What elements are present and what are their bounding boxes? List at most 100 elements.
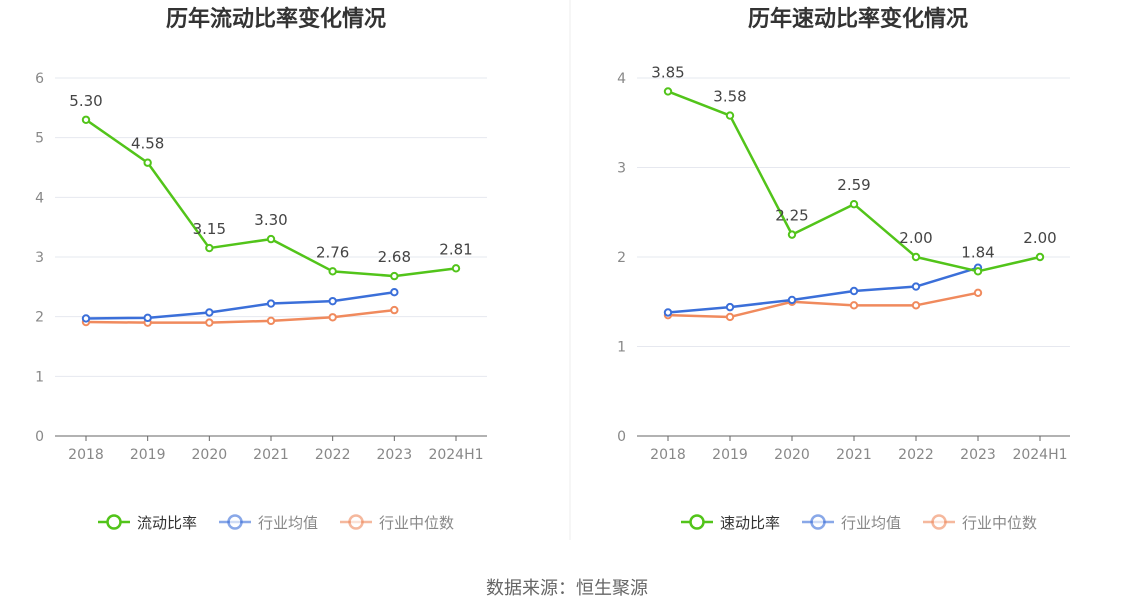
legend-marker-icon xyxy=(227,514,243,530)
legend-item: 行业均值 xyxy=(219,514,318,532)
y-tick-label: 2 xyxy=(617,250,626,266)
data-point xyxy=(849,286,859,296)
data-label: 5.30 xyxy=(69,92,102,110)
legend-label: 流动比率 xyxy=(137,514,197,532)
data-point xyxy=(787,230,797,239)
y-tick-label: 3 xyxy=(35,250,44,266)
x-tick-label: 2018 xyxy=(650,447,686,463)
data-label: 2.59 xyxy=(837,176,870,194)
legend-label: 行业中位数 xyxy=(379,514,454,532)
data-point xyxy=(328,267,337,276)
data-point xyxy=(205,318,214,327)
y-tick-label: 2 xyxy=(35,310,44,326)
data-point xyxy=(390,271,399,281)
data-label: 3.15 xyxy=(193,220,226,238)
data-label: 1.84 xyxy=(961,243,994,261)
y-tick-label: 0 xyxy=(617,429,626,445)
data-label: 2.00 xyxy=(899,229,932,247)
data-point xyxy=(205,243,214,253)
chart-1: 历年流动比率变化情况 0 1 2 3 4 5 6 2018 2019 2020 2021 2022 202… xyxy=(35,6,487,532)
data-point xyxy=(390,288,399,297)
data-point xyxy=(328,296,337,306)
y-tick-label: 1 xyxy=(617,340,626,356)
data-point xyxy=(849,301,859,310)
y-tick-label: 4 xyxy=(617,71,626,87)
legend-item: 速动比率 xyxy=(681,514,780,532)
x-tick-label: 2024H1 xyxy=(1012,447,1067,463)
legend-item: 流动比率 xyxy=(98,514,197,532)
data-point xyxy=(725,302,735,312)
data-label: 3.85 xyxy=(651,63,684,81)
legend-marker-icon xyxy=(106,514,122,530)
data-point xyxy=(1035,252,1045,262)
x-tick-label: 2021 xyxy=(836,447,872,463)
legend-item: 行业均值 xyxy=(802,514,901,532)
data-label: 2.76 xyxy=(316,243,349,261)
data-label: 3.30 xyxy=(254,211,287,229)
data-point xyxy=(81,115,91,124)
data-point xyxy=(266,316,276,326)
data-point xyxy=(911,252,921,262)
x-tick-label: 2018 xyxy=(68,447,104,463)
y-tick-label: 6 xyxy=(35,71,44,87)
data-label: 3.58 xyxy=(713,88,746,106)
data-point xyxy=(143,158,152,167)
legend-label: 速动比率 xyxy=(720,514,780,532)
x-tick-label: 2020 xyxy=(774,447,810,463)
legend-label: 行业均值 xyxy=(258,514,318,532)
y-tick-label: 4 xyxy=(35,190,44,206)
data-point xyxy=(266,299,276,308)
chart-title: 历年速动比率变化情况 xyxy=(748,6,968,32)
y-tick-label: 1 xyxy=(35,369,44,385)
y-tick-label: 5 xyxy=(35,131,44,147)
legend-marker-icon xyxy=(931,514,947,530)
chart-2: 历年速动比率变化情况 0 1 2 3 4 2018 2019 2020 2021 2022 2023 2… xyxy=(617,6,1070,532)
x-tick-label: 2019 xyxy=(712,447,748,463)
chart-title: 历年流动比率变化情况 xyxy=(166,6,386,32)
data-point xyxy=(143,313,152,323)
data-point xyxy=(328,313,337,322)
legend-label: 行业均值 xyxy=(841,514,901,532)
data-label: 2.81 xyxy=(439,240,472,258)
x-tick-label: 2020 xyxy=(192,447,228,463)
x-tick-label: 2021 xyxy=(253,447,289,463)
data-point xyxy=(663,308,673,317)
series-line xyxy=(667,291,979,319)
data-point xyxy=(973,288,983,297)
legend-item: 行业中位数 xyxy=(923,514,1037,532)
y-tick-label: 0 xyxy=(35,429,44,445)
data-point xyxy=(725,111,735,120)
data-source-label: 数据来源：恒生聚源 xyxy=(486,578,648,599)
series-line xyxy=(667,266,979,314)
legend-marker-icon xyxy=(689,514,705,530)
data-point xyxy=(451,264,461,273)
data-point xyxy=(725,312,735,322)
x-tick-label: 2019 xyxy=(130,447,166,463)
data-point xyxy=(81,314,91,323)
data-point xyxy=(266,234,276,244)
data-point xyxy=(787,295,797,305)
data-label: 4.58 xyxy=(131,135,164,153)
data-point xyxy=(663,87,673,96)
data-point xyxy=(849,199,859,209)
x-tick-label: 2023 xyxy=(377,447,413,463)
series-line xyxy=(85,308,395,324)
data-label: 2.25 xyxy=(775,207,808,225)
x-tick-label: 2024H1 xyxy=(428,447,483,463)
data-point xyxy=(973,267,983,276)
data-point xyxy=(390,305,399,315)
data-point xyxy=(911,301,921,310)
x-tick-label: 2022 xyxy=(315,447,351,463)
data-label: 2.00 xyxy=(1023,229,1056,247)
legend-item: 行业中位数 xyxy=(340,514,454,532)
x-tick-label: 2022 xyxy=(898,447,934,463)
data-point xyxy=(205,308,214,317)
data-label: 2.68 xyxy=(378,248,411,266)
series-line xyxy=(85,290,395,320)
legend-marker-icon xyxy=(810,514,826,530)
data-point xyxy=(911,282,921,291)
y-tick-label: 3 xyxy=(617,161,626,177)
legend-marker-icon xyxy=(348,514,364,530)
legend-label: 行业中位数 xyxy=(962,514,1037,532)
